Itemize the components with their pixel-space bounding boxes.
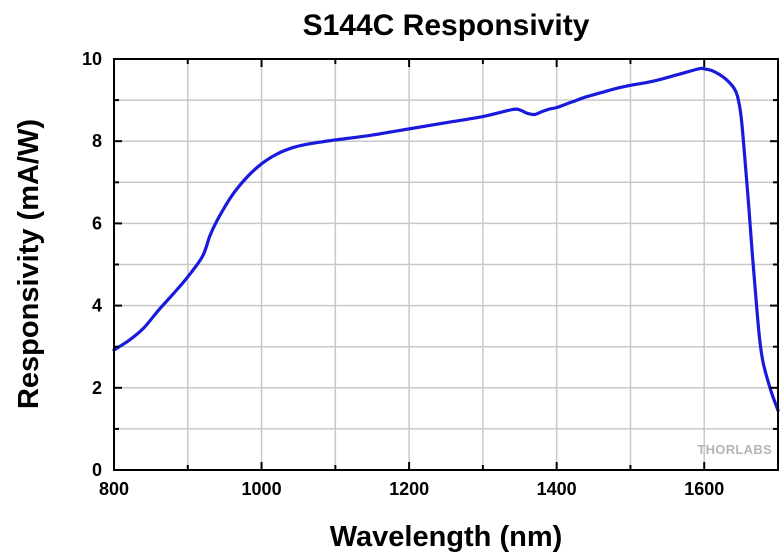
x-tick-label: 1200 [389, 479, 429, 499]
y-tick-label: 0 [92, 460, 102, 480]
y-tick-label: 2 [92, 378, 102, 398]
series-line-s144c [112, 66, 780, 413]
x-tick-label: 1000 [242, 479, 282, 499]
y-tick-label: 6 [92, 213, 102, 233]
x-tick-label: 1400 [537, 479, 577, 499]
y-tick-label: 10 [82, 49, 102, 69]
chart-title: S144C Responsivity [303, 9, 590, 42]
y-tick-label: 4 [92, 296, 102, 316]
x-axis-label: Wavelength (nm) [330, 521, 563, 553]
tick-labels: 800 1000 1200 1400 1600 0 2 4 6 8 10 [82, 49, 724, 499]
series-layer [112, 66, 780, 413]
x-tick-label: 800 [99, 479, 129, 499]
grid [114, 59, 778, 470]
y-axis-label: Responsivity (mA/W) [13, 119, 45, 409]
x-tick-label: 1600 [684, 479, 724, 499]
y-tick-label: 8 [92, 131, 102, 151]
thorlabs-watermark: THORLABS [697, 442, 772, 457]
axis-ticks [113, 58, 779, 471]
